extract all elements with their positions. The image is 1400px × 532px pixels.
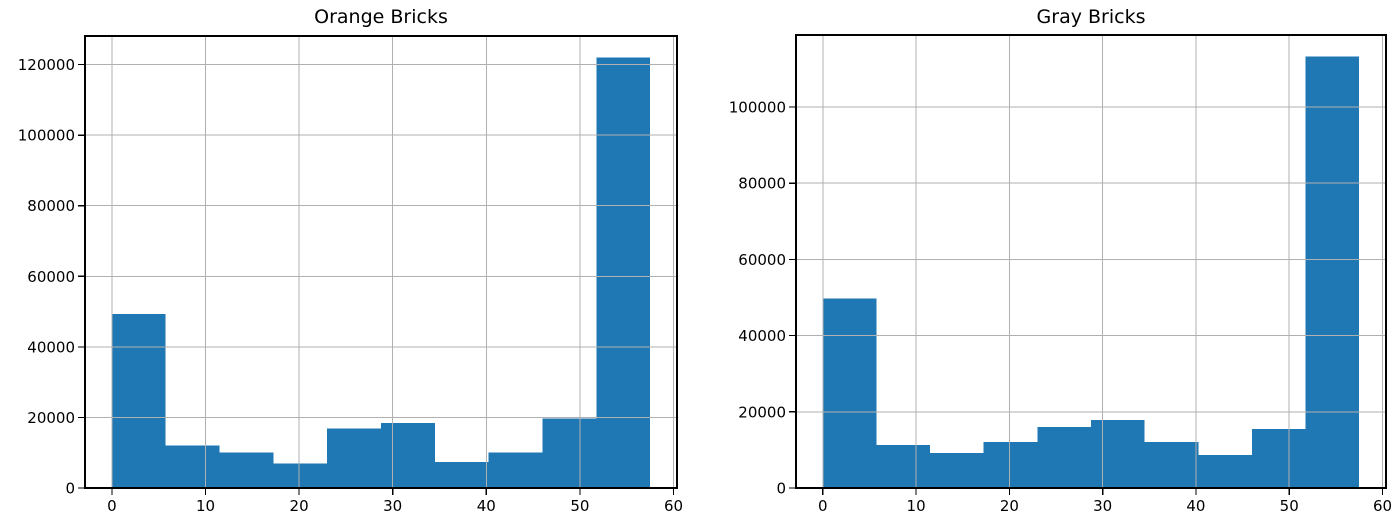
histogram-bar bbox=[381, 423, 435, 488]
histogram-bar bbox=[876, 444, 931, 488]
y-tick-label: 100000 bbox=[18, 127, 75, 145]
histogram-bar bbox=[1198, 455, 1252, 488]
axis-tick-labels: 0 10 20 30 40 50 60 0 20000 40000 60000 80000 100000… bbox=[18, 56, 683, 515]
x-tick-label: 0 bbox=[107, 497, 117, 515]
histogram-bar bbox=[596, 57, 651, 489]
histogram-bar bbox=[1251, 428, 1306, 488]
x-tick-label: 40 bbox=[477, 497, 496, 515]
chart-title-gray-bricks: Gray Bricks bbox=[1036, 6, 1146, 28]
axis-ticks bbox=[78, 63, 675, 495]
histogram-bar bbox=[327, 428, 381, 488]
histogram-bar bbox=[822, 298, 877, 488]
histogram-bar bbox=[930, 452, 984, 488]
plot-border bbox=[795, 34, 1387, 489]
x-tick-label: 50 bbox=[1280, 497, 1299, 515]
y-tick-label: 120000 bbox=[18, 56, 75, 74]
x-tick-label: 20 bbox=[290, 497, 309, 515]
histogram-bar bbox=[273, 463, 328, 488]
y-tick-label: 80000 bbox=[27, 197, 75, 215]
histogram-bar bbox=[219, 452, 274, 488]
y-tick-label: 40000 bbox=[738, 327, 786, 345]
y-tick-label: 60000 bbox=[738, 251, 786, 269]
histogram-bar bbox=[488, 452, 543, 488]
y-tick-label: 80000 bbox=[738, 175, 786, 193]
x-tick-label: 0 bbox=[818, 497, 828, 515]
x-tick-label: 30 bbox=[383, 497, 402, 515]
histogram-bar bbox=[1037, 427, 1091, 488]
histogram-bar bbox=[1144, 441, 1199, 488]
chart-title-orange-bricks: Orange Bricks bbox=[314, 6, 448, 28]
axis-ticks bbox=[789, 106, 1384, 495]
y-tick-label: 100000 bbox=[729, 99, 786, 117]
y-tick-label: 40000 bbox=[27, 338, 75, 356]
gray-bricks-plot-canvas: 0 10 20 30 40 50 60 0 20000 40000 60000 80000 100000 bbox=[729, 34, 1392, 515]
histogram-bar bbox=[1091, 420, 1145, 488]
x-tick-label: 60 bbox=[1373, 497, 1392, 515]
x-tick-label: 40 bbox=[1186, 497, 1205, 515]
y-tick-label: 0 bbox=[776, 480, 786, 498]
y-tick-label: 0 bbox=[65, 480, 75, 498]
grid-lines bbox=[796, 35, 1386, 489]
grid-lines bbox=[85, 36, 677, 489]
y-tick-label: 20000 bbox=[27, 409, 75, 427]
histogram-bar bbox=[165, 445, 220, 488]
histogram-bars bbox=[111, 57, 651, 489]
y-tick-label: 60000 bbox=[27, 268, 75, 286]
axis-tick-labels: 0 10 20 30 40 50 60 0 20000 40000 60000 80000 100000 bbox=[729, 99, 1392, 515]
y-tick-label: 20000 bbox=[738, 403, 786, 421]
histogram-bar bbox=[983, 441, 1038, 488]
x-tick-label: 10 bbox=[196, 497, 215, 515]
histogram-bar bbox=[434, 461, 489, 488]
histogram-bar bbox=[542, 418, 597, 488]
orange-bricks-chart: Orange Bricks 0 10 20 30 40 50 60 0 20000 40000 60… bbox=[18, 6, 683, 515]
x-tick-label: 60 bbox=[664, 497, 683, 515]
x-tick-label: 10 bbox=[907, 497, 926, 515]
x-tick-label: 20 bbox=[1000, 497, 1019, 515]
x-tick-label: 30 bbox=[1093, 497, 1112, 515]
histogram-bar bbox=[111, 314, 166, 488]
plot-border bbox=[84, 35, 678, 489]
x-tick-label: 50 bbox=[570, 497, 589, 515]
histogram-bars bbox=[822, 56, 1360, 488]
histogram-bar bbox=[1305, 56, 1360, 488]
gray-bricks-chart: Gray Bricks 0 10 20 30 40 50 60 0 20000 40000 6000… bbox=[700, 0, 1400, 532]
orange-bricks-plot-canvas: 0 10 20 30 40 50 60 0 20000 40000 60000 80000 100000… bbox=[18, 35, 683, 515]
